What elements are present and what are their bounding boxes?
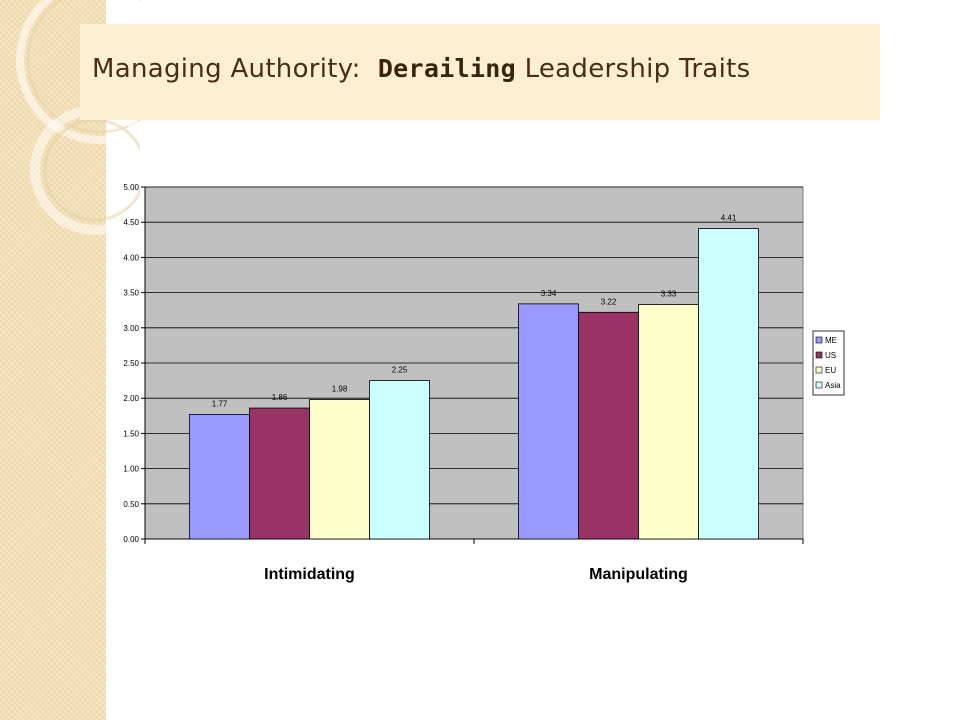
- bar-us-intimidating: [249, 407, 310, 540]
- title-emphasis: Derailing: [377, 54, 516, 83]
- y-tick-label: 0.50: [123, 500, 139, 509]
- legend-label-me: ME: [825, 336, 837, 345]
- data-label: 1.98: [332, 385, 348, 394]
- y-tick-label: 4.00: [123, 253, 139, 262]
- title-part-1: Managing Authority:: [92, 54, 361, 84]
- legend-swatch-eu: [815, 366, 823, 374]
- x-category-label: Manipulating: [589, 566, 688, 583]
- y-tick-label: 0.00: [123, 535, 139, 544]
- data-label: 1.77: [212, 399, 228, 408]
- legend-swatch-us: [815, 351, 823, 359]
- bar-me-manipulating: [518, 303, 579, 540]
- y-tick-label: 1.00: [123, 465, 139, 474]
- title-part-2: Leadership Traits: [524, 54, 751, 84]
- legend-label-eu: EU: [825, 366, 836, 375]
- bar-eu-intimidating: [309, 399, 370, 540]
- slide-title: Managing Authority: Derailing Leadership…: [92, 54, 750, 84]
- bar-me-intimidating: [189, 413, 250, 540]
- legend-label-asia: Asia: [825, 381, 841, 390]
- data-label: 1.86: [272, 393, 288, 402]
- y-tick-label: 2.50: [123, 359, 139, 368]
- y-tick-label: 5.00: [123, 183, 139, 192]
- legend-label-us: US: [825, 351, 836, 360]
- bar-asia-intimidating: [369, 380, 430, 540]
- bar-us-manipulating: [578, 311, 639, 540]
- bar-asia-manipulating: [698, 228, 759, 540]
- data-label: 3.22: [601, 297, 617, 306]
- y-tick-label: 1.50: [123, 429, 139, 438]
- y-tick-label: 4.50: [123, 218, 139, 227]
- data-label: 3.34: [541, 289, 557, 298]
- x-category-label: Intimidating: [264, 566, 355, 583]
- y-tick-label: 2.00: [123, 394, 139, 403]
- bar-eu-manipulating: [638, 304, 699, 540]
- legend-swatch-me: [815, 336, 823, 344]
- data-label: 2.25: [392, 366, 408, 375]
- y-tick-label: 3.00: [123, 324, 139, 333]
- legend-swatch-asia: [815, 381, 823, 389]
- data-label: 4.41: [721, 214, 737, 223]
- title-banner: Managing Authority: Derailing Leadership…: [80, 24, 880, 120]
- data-label: 3.33: [661, 290, 677, 299]
- y-tick-label: 3.50: [123, 289, 139, 298]
